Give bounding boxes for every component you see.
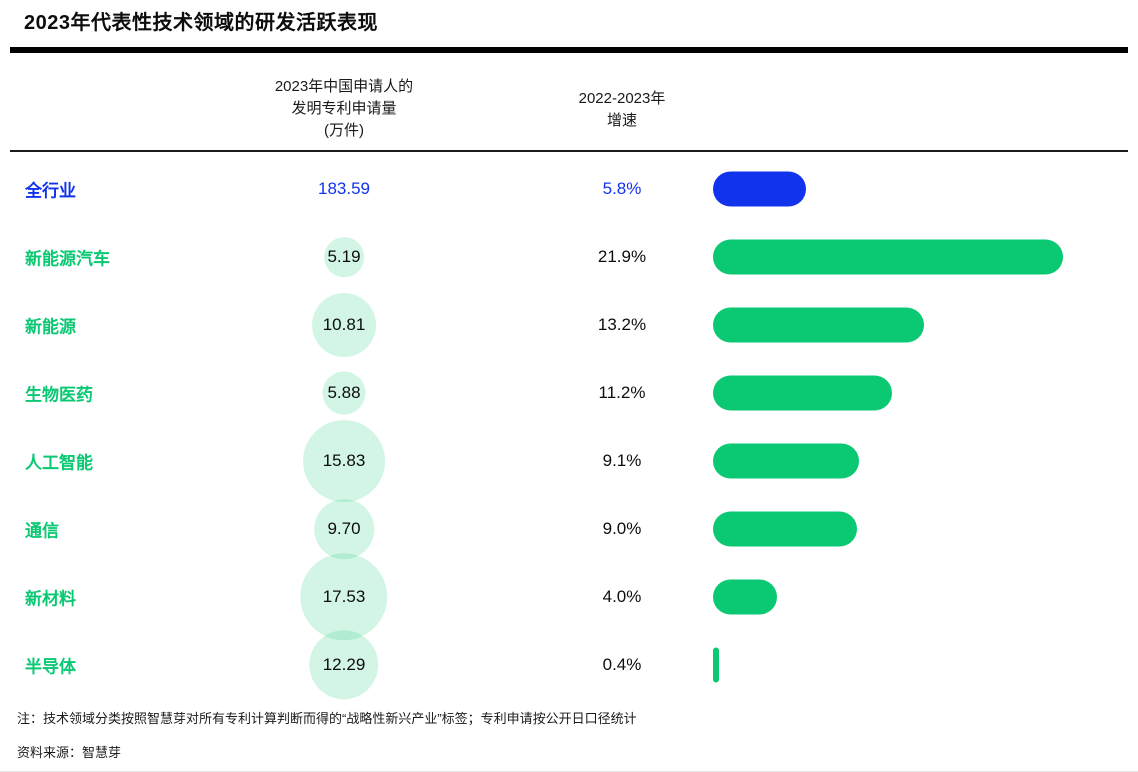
patents-bubble [312,293,376,357]
patents-bubble [300,553,388,641]
patents-bubble [322,371,366,415]
page-title: 2023年代表性技术领域的研发活跃表现 [24,12,378,34]
table-row: 通信 9.70 9.0% [0,495,1138,563]
growth-bar [713,647,720,683]
growth-value: 4.0% [602,587,642,606]
table-row: 半导体 12.29 0.4% [0,630,1138,700]
field-label: 人工智能 [25,453,93,473]
patents-bubble [314,499,374,559]
growth-bar [713,307,925,343]
table-row: 新能源 10.81 13.2% [0,291,1138,359]
table-row: 新能源汽车 5.19 21.9% [0,223,1138,291]
column-header-growth: 2022-2023年 增速 [512,88,732,132]
growth-bar [713,579,777,615]
patents-bubble [324,237,364,277]
footnote: 注：技术领域分类按照智慧芽对所有专利计算判断而得的“战略性新兴产业”标签；专利申… [17,711,637,726]
growth-value: 13.2% [597,315,647,334]
growth-bar [713,511,857,547]
growth-bar [713,239,1064,275]
table-row: 新材料 17.53 4.0% [0,553,1138,641]
column-header-growth-line1: 2022-2023年 [578,90,666,107]
patents-value: 15.83 [322,451,366,470]
field-label: 新材料 [25,589,76,609]
patents-value: 183.59 [318,179,370,198]
patents-bubble [309,630,379,700]
patents-value: 17.53 [322,587,366,606]
patents-value: 10.81 [322,315,366,334]
table-row: 人工智能 15.83 9.1% [0,420,1138,502]
growth-bar [713,171,806,207]
growth-bar [713,375,893,411]
growth-value: 11.2% [598,383,646,402]
column-header-patents-line1: 2023年中国申请人的 [274,78,414,95]
field-label: 全行业 [25,181,76,201]
patents-value: 9.70 [327,519,361,538]
growth-value: 21.9% [597,247,647,266]
field-label: 半导体 [25,657,76,677]
column-header-patents: 2023年中国申请人的 发明专利申请量 (万件) [214,76,474,142]
patents-value: 5.88 [327,383,361,402]
column-header-growth-line2: 增速 [606,112,637,129]
growth-bar [713,443,859,479]
column-header-patents-line3: (万件) [324,122,364,139]
growth-value: 9.0% [602,519,642,538]
column-header-patents-line2: 发明专利申请量 [291,100,397,117]
patents-value: 5.19 [327,247,361,266]
field-label: 新能源 [25,317,76,337]
field-label: 新能源汽车 [25,249,110,269]
header-divider [10,150,1128,152]
patents-bubble [303,420,385,502]
table-row: 全行业 183.59 5.8% [0,155,1138,223]
field-label: 生物医药 [25,385,93,405]
field-label: 通信 [25,521,59,541]
source-note: 资料来源：智慧芽 [17,745,122,760]
table-row: 生物医药 5.88 11.2% [0,359,1138,427]
title-divider [10,47,1128,53]
growth-value: 5.8% [602,179,642,198]
growth-value: 9.1% [602,451,642,470]
growth-value: 0.4% [602,655,642,674]
chart-body: 全行业 183.59 5.8% 新能源汽车 5.19 21.9% 新能源 10.… [0,155,1138,700]
patents-value: 12.29 [322,655,366,674]
